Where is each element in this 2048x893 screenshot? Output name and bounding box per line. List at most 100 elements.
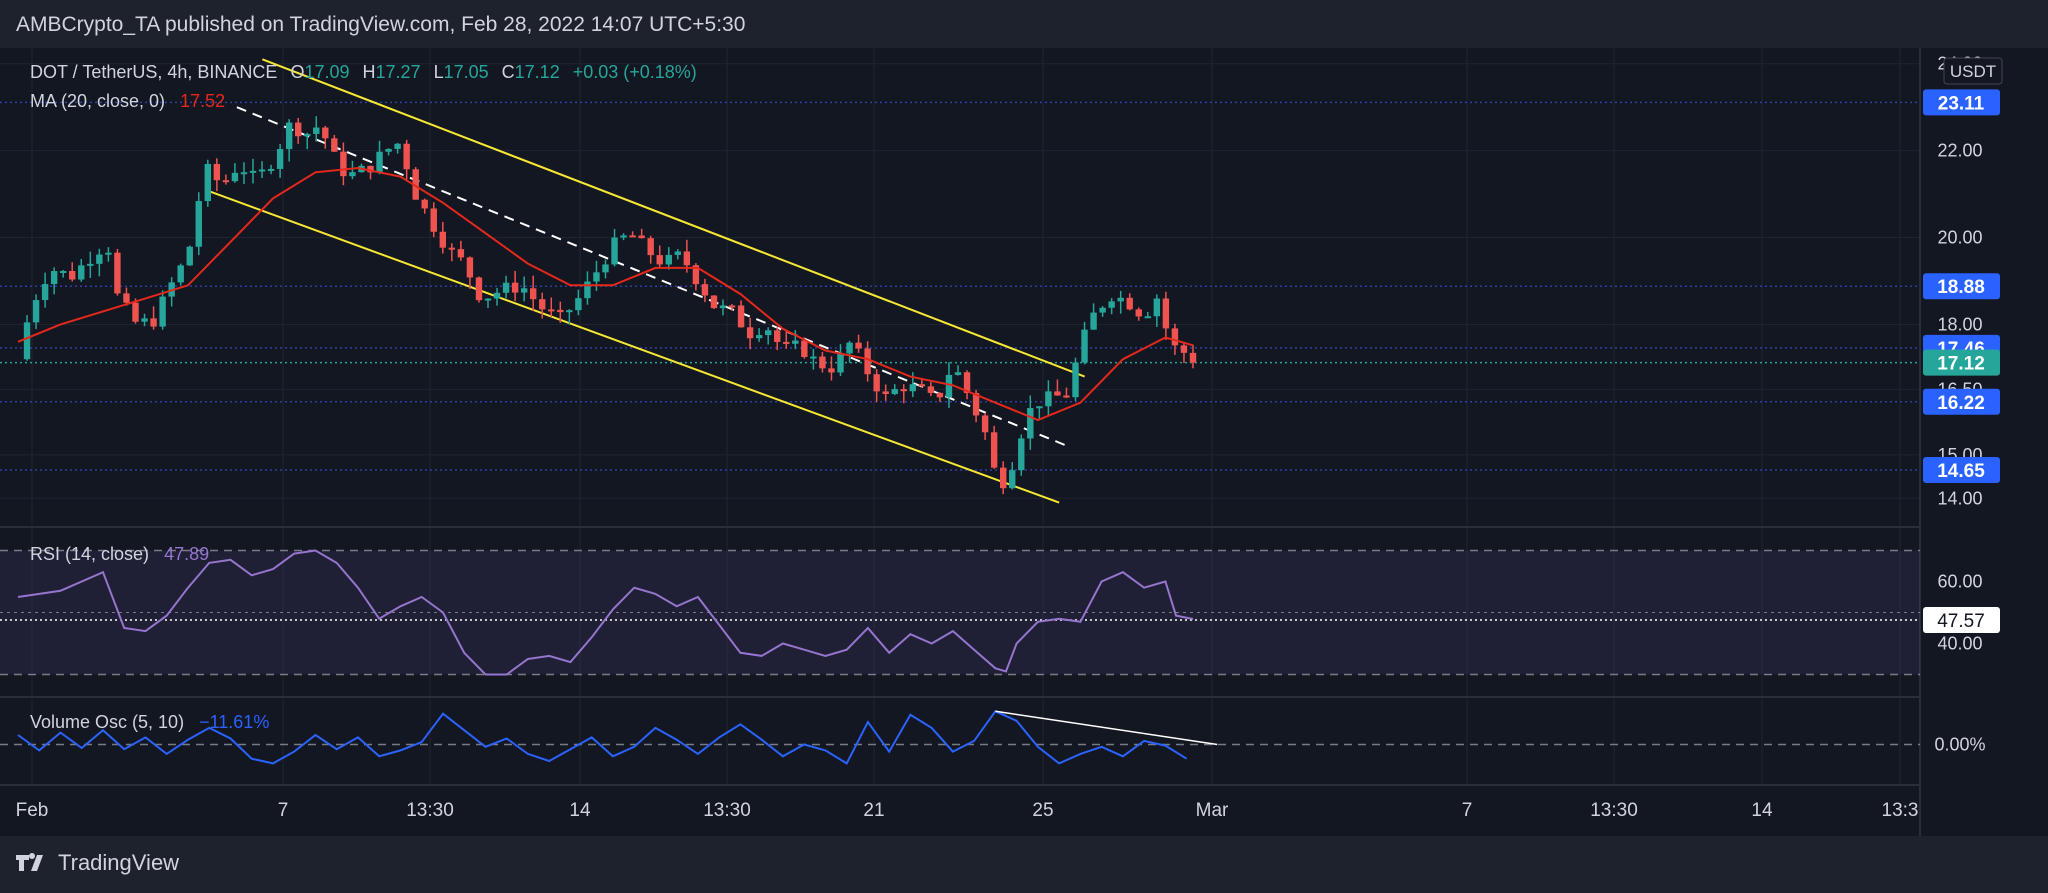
candle-body	[204, 163, 212, 202]
price-tag-bg	[1923, 388, 2000, 415]
candle-body	[819, 356, 826, 369]
candle-body	[918, 384, 926, 387]
candle-body	[502, 282, 510, 293]
open-value: 17.09	[304, 62, 349, 82]
chart-canvas[interactable]: 14.0015.0016.5018.0020.0022.0024.0040.00…	[0, 48, 2048, 836]
candle-body	[719, 305, 727, 309]
time-axis-label: 13:30	[703, 800, 751, 821]
candle-body	[855, 342, 862, 349]
support-resistance-levels	[0, 101, 1920, 471]
symbol-pair: DOT / TetherUS, 4h, BINANCE	[30, 62, 277, 82]
candle-body	[737, 305, 745, 328]
candle-body	[493, 292, 501, 299]
currency-label: USDT	[1950, 62, 1996, 81]
footer-bar: TradingView	[0, 836, 2048, 893]
candle-body	[412, 169, 419, 200]
candle-body	[466, 257, 474, 278]
candle-body	[177, 265, 184, 283]
candle-body	[755, 335, 763, 339]
rsi-tag-bg	[1923, 607, 2000, 634]
price-axis-label: 22.00	[1937, 141, 1982, 161]
candle-body	[927, 386, 935, 393]
ma-value: 17.52	[180, 91, 225, 111]
candle-body	[529, 288, 537, 300]
price-tag-bg	[1923, 457, 2000, 484]
candle-body	[864, 348, 871, 375]
candle-body	[584, 281, 591, 299]
rsi-axis-label: 40.00	[1937, 634, 1982, 654]
ma-line	[17, 166, 1194, 422]
price-tag: 18.88	[1937, 277, 1985, 298]
candle-body	[620, 235, 627, 238]
candle-body	[249, 170, 257, 173]
candle-body	[1054, 391, 1061, 396]
high-value: 17.27	[376, 62, 421, 82]
candle-body	[87, 263, 94, 266]
time-axis-label: 21	[863, 800, 884, 821]
candle-body	[539, 299, 546, 310]
candle-body	[990, 432, 998, 468]
candle-body	[240, 172, 248, 175]
candle-body	[349, 172, 356, 177]
currency-badge[interactable]: USDT	[1943, 57, 2003, 85]
candle-body	[1099, 307, 1106, 313]
close-value: 17.12	[515, 62, 560, 82]
candle-body	[114, 252, 121, 294]
close-label: C	[502, 62, 515, 82]
candle-body	[1009, 470, 1016, 489]
candle-body	[78, 265, 85, 280]
candle-body	[764, 330, 772, 336]
low-value: 17.05	[444, 62, 489, 82]
candle-body	[611, 237, 618, 265]
candle-body	[430, 208, 437, 232]
candle-body	[728, 305, 736, 308]
candle-body	[1036, 406, 1043, 409]
candle-body	[439, 231, 447, 248]
volosc-line	[17, 710, 1188, 765]
candle-body	[1063, 395, 1070, 398]
price-tag-bg	[1923, 89, 2000, 116]
candle-body	[285, 122, 293, 150]
descending-channel[interactable]	[204, 58, 1085, 504]
candle-body	[367, 165, 374, 173]
low-label: L	[434, 62, 444, 82]
candle-body	[837, 353, 844, 373]
candle-body	[1162, 298, 1170, 329]
tradingview-logo[interactable]: TradingView	[16, 850, 179, 876]
open-label: O	[290, 62, 304, 82]
time-axis-label: 14	[1751, 800, 1773, 821]
candle-body	[475, 277, 483, 301]
legend: DOT / TetherUS, 4h, BINANCE O17.09 H17.2…	[30, 62, 697, 732]
candle-body	[1144, 316, 1152, 319]
candle-body	[683, 251, 691, 266]
candle-body	[313, 127, 320, 134]
volume-osc-pane	[0, 710, 1920, 765]
volosc-axis-label: 0.00%	[1934, 734, 1985, 754]
candle-body	[267, 168, 275, 171]
price-axis-label: 14.00	[1937, 488, 1982, 508]
candle-body	[629, 235, 636, 238]
candle-body	[1135, 309, 1142, 317]
time-axis[interactable]: Feb 7 13:30 14 13:30 21 25 Mar 7 13:30 14 13:3	[16, 800, 1919, 821]
candle-body	[484, 298, 492, 301]
candle-body	[1081, 329, 1088, 363]
candle-body	[23, 322, 31, 360]
candle-body	[774, 330, 781, 342]
candle-body	[909, 384, 917, 392]
candle-body	[258, 169, 266, 172]
tradingview-brand: TradingView	[58, 850, 180, 875]
candle-body	[783, 341, 790, 344]
candle-body	[1027, 408, 1034, 439]
candle-body	[32, 300, 40, 323]
candle-body	[331, 138, 338, 152]
grid	[0, 48, 1920, 785]
candle-body	[1108, 301, 1115, 308]
rsi-line	[17, 549, 1194, 676]
candle-body	[1117, 297, 1124, 302]
candle-body	[385, 148, 392, 152]
candle-body	[69, 270, 76, 280]
time-axis-label: 25	[1032, 800, 1053, 821]
candle-body	[159, 296, 166, 327]
price-tag: 14.65	[1937, 461, 1985, 482]
candle-body	[41, 284, 49, 301]
